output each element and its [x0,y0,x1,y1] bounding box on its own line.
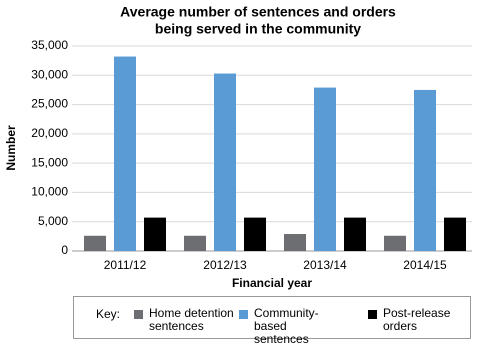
y-tick-label: 20,000 [31,126,68,140]
bar [444,217,466,251]
bar [214,73,236,252]
bar [84,235,106,251]
x-tick-label: 2011/12 [104,258,147,272]
bar [184,235,206,251]
legend-label: Post-release orders [383,306,451,333]
legend-item: Post-release orders [368,307,471,333]
bar [114,56,136,251]
x-tick-label: 2013/14 [303,258,347,272]
bar [284,234,306,251]
y-tick-label: 5,000 [38,214,68,228]
legend: Key: Home detention sentences Community-b… [73,296,471,346]
y-axis-title: Number [4,125,18,171]
bar [144,217,166,251]
y-tick-label: 30,000 [31,67,68,81]
bar [344,217,366,251]
y-tick-label: 25,000 [31,97,68,111]
chart-title: being served in the community [155,21,361,37]
chart: Average number of sentences and orders b… [4,4,472,290]
legend-key: Key: [96,307,121,321]
bar [314,87,336,251]
bar [384,235,406,251]
x-tick-label: 2012/13 [203,258,247,272]
legend-item: Community-based sentences [239,307,342,346]
y-tick-label: 35,000 [31,38,68,52]
legend-swatch [368,310,377,319]
bar [414,89,436,251]
x-axis-title: Financial year [232,276,312,290]
legend-label: Community-based sentences [254,306,319,346]
x-tick-label: 2014/15 [403,258,447,272]
legend-swatch [134,310,143,319]
legend-label: Home detention sentences [149,306,234,333]
y-tick-label: 0 [61,243,68,257]
y-tick-label: 10,000 [31,185,68,199]
chart-title: Average number of sentences and orders [120,4,396,20]
y-tick-label: 15,000 [31,155,68,169]
legend-item: Home detention sentences [134,307,237,333]
bar [244,217,266,251]
legend-swatch [239,310,248,319]
